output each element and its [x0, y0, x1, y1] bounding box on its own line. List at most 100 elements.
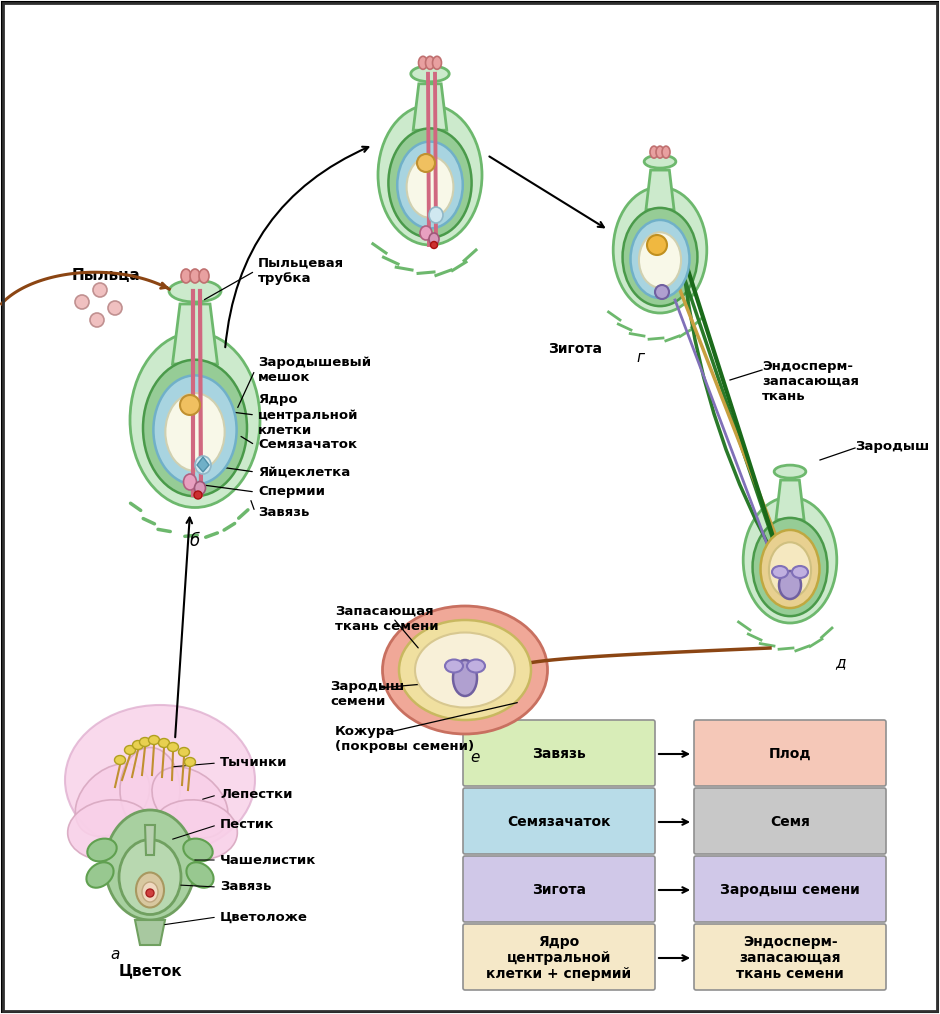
Ellipse shape — [418, 57, 428, 69]
Ellipse shape — [779, 571, 801, 599]
Ellipse shape — [124, 745, 135, 754]
Ellipse shape — [411, 66, 449, 82]
Text: Пыльца: Пыльца — [72, 268, 141, 283]
Text: Чашелистик: Чашелистик — [220, 854, 317, 867]
Ellipse shape — [388, 129, 472, 237]
Ellipse shape — [146, 889, 154, 897]
Ellipse shape — [760, 530, 820, 608]
Text: Зародыш семени: Зародыш семени — [720, 883, 860, 897]
Text: д: д — [835, 655, 845, 670]
Text: Завязь: Завязь — [220, 880, 272, 893]
Text: б: б — [190, 532, 200, 550]
Ellipse shape — [429, 207, 443, 223]
Ellipse shape — [143, 360, 247, 496]
Text: Яйцеклетка: Яйцеклетка — [258, 465, 351, 479]
Ellipse shape — [68, 800, 152, 860]
Ellipse shape — [184, 757, 196, 767]
Ellipse shape — [769, 542, 811, 597]
FancyBboxPatch shape — [694, 788, 886, 854]
Text: Зигота: Зигота — [532, 883, 586, 897]
Ellipse shape — [622, 208, 697, 306]
Ellipse shape — [453, 660, 477, 696]
Ellipse shape — [426, 57, 434, 69]
Text: Спермии: Спермии — [258, 486, 325, 499]
Polygon shape — [145, 825, 155, 855]
Ellipse shape — [467, 659, 485, 672]
Ellipse shape — [108, 301, 122, 315]
Ellipse shape — [199, 269, 209, 283]
Ellipse shape — [415, 633, 515, 708]
Ellipse shape — [655, 285, 669, 299]
Ellipse shape — [181, 269, 191, 283]
Text: Эндосперм-
запасающая
ткань семени: Эндосперм- запасающая ткань семени — [736, 935, 844, 982]
Ellipse shape — [190, 269, 200, 283]
Text: Пестик: Пестик — [220, 818, 274, 831]
Ellipse shape — [183, 474, 196, 490]
Ellipse shape — [105, 810, 195, 920]
Ellipse shape — [662, 146, 670, 158]
FancyBboxPatch shape — [694, 924, 886, 990]
Ellipse shape — [195, 482, 206, 495]
Ellipse shape — [139, 737, 150, 746]
Ellipse shape — [180, 395, 200, 415]
FancyBboxPatch shape — [463, 788, 655, 854]
Ellipse shape — [399, 620, 531, 720]
Polygon shape — [173, 304, 217, 364]
Ellipse shape — [149, 735, 160, 744]
Text: Завязь: Завязь — [258, 506, 309, 518]
Ellipse shape — [431, 241, 437, 248]
Ellipse shape — [775, 465, 806, 478]
Ellipse shape — [194, 491, 202, 499]
Text: Пыльцевая
трубка: Пыльцевая трубка — [258, 257, 344, 285]
Ellipse shape — [383, 606, 547, 734]
FancyBboxPatch shape — [463, 924, 655, 990]
Text: Зародыш: Зародыш — [855, 440, 930, 453]
Polygon shape — [646, 170, 674, 210]
Ellipse shape — [647, 235, 667, 255]
Text: Запасающая
ткань семени: Запасающая ткань семени — [335, 605, 439, 633]
Ellipse shape — [93, 283, 107, 297]
Ellipse shape — [87, 839, 117, 862]
Ellipse shape — [378, 105, 482, 245]
Ellipse shape — [195, 456, 211, 474]
Polygon shape — [414, 84, 446, 130]
Text: Зародыш
семени: Зародыш семени — [330, 680, 404, 708]
Ellipse shape — [429, 233, 439, 245]
Ellipse shape — [639, 232, 682, 288]
Text: е: е — [470, 750, 479, 765]
Text: Зигота: Зигота — [548, 342, 602, 356]
Ellipse shape — [772, 566, 788, 578]
Ellipse shape — [90, 313, 104, 327]
Ellipse shape — [159, 738, 169, 747]
Text: Завязь: Завязь — [532, 747, 586, 760]
Ellipse shape — [75, 295, 89, 309]
Ellipse shape — [130, 333, 260, 507]
Ellipse shape — [65, 705, 255, 855]
Ellipse shape — [656, 146, 664, 158]
Ellipse shape — [445, 659, 463, 672]
Ellipse shape — [133, 740, 144, 749]
Text: Семя: Семя — [770, 815, 810, 829]
Ellipse shape — [152, 767, 228, 838]
Ellipse shape — [169, 280, 221, 302]
Polygon shape — [197, 457, 209, 472]
Ellipse shape — [165, 393, 225, 470]
Text: Лепестки: Лепестки — [220, 789, 292, 801]
Ellipse shape — [407, 156, 453, 218]
FancyBboxPatch shape — [463, 720, 655, 786]
Text: Ядро
центральной
клетки: Ядро центральной клетки — [258, 393, 358, 436]
Text: Семязачаток: Семязачаток — [258, 438, 357, 451]
Ellipse shape — [420, 226, 432, 240]
Text: г: г — [636, 350, 644, 365]
Text: Семязачаток: Семязачаток — [508, 815, 611, 829]
Ellipse shape — [744, 497, 837, 623]
Text: Цветок: Цветок — [118, 963, 181, 977]
Ellipse shape — [120, 747, 180, 832]
FancyBboxPatch shape — [694, 720, 886, 786]
Ellipse shape — [417, 154, 435, 172]
Ellipse shape — [142, 882, 158, 902]
Ellipse shape — [631, 220, 689, 298]
Ellipse shape — [136, 872, 164, 908]
Ellipse shape — [650, 146, 658, 158]
Ellipse shape — [753, 518, 827, 617]
